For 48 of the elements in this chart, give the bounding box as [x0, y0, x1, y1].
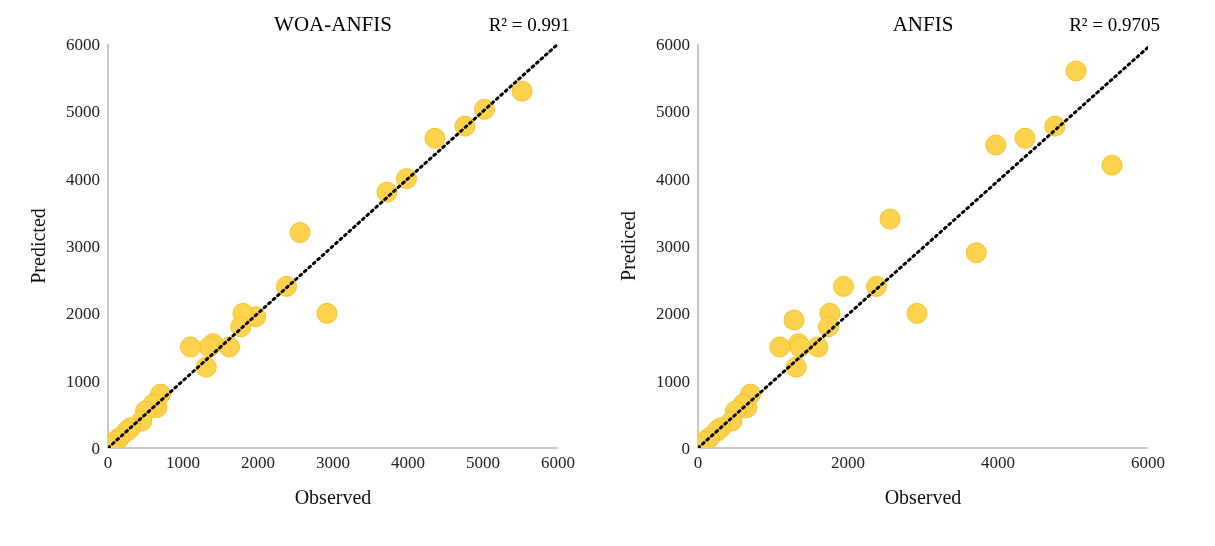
point [424, 127, 446, 149]
point [180, 336, 201, 358]
point [1065, 60, 1087, 82]
text: R² = 0.991 [488, 14, 570, 36]
y-axis-title: Prediced [617, 211, 640, 281]
x-tick-label: 5000 [466, 453, 500, 473]
y-tick-label: 3000 [66, 237, 100, 257]
y-tick-label: 1000 [66, 371, 100, 391]
x-tick-label: 6000 [1131, 453, 1165, 473]
y-tick-label: 5000 [656, 102, 690, 122]
point [783, 309, 805, 331]
x-tick-label: 2000 [241, 453, 275, 473]
point [906, 302, 928, 324]
point [511, 80, 533, 102]
y-tick-label: 6000 [66, 35, 100, 55]
point [1101, 154, 1123, 176]
point [965, 242, 987, 264]
point [289, 222, 311, 244]
y-tick-label: 2000 [656, 304, 690, 324]
chart-title: ANFIS [892, 12, 954, 36]
x-tick-label: 3000 [316, 453, 350, 473]
x-tick-label: 4000 [981, 453, 1015, 473]
x-tick-label: 1000 [166, 453, 200, 473]
point [1014, 127, 1036, 149]
y-axis-title: Predicted [27, 208, 50, 284]
y-tick-label: 6000 [656, 35, 690, 55]
y-tick-label: 1000 [656, 371, 690, 391]
point [769, 336, 791, 358]
chart-title: WOA-ANFIS [274, 12, 392, 36]
x-tick-label: 0 [693, 453, 703, 473]
y-tick-label: 3000 [656, 237, 690, 257]
y-tick-label: 0 [681, 439, 690, 459]
text: R² = 0.9705 [1069, 14, 1160, 36]
y-tick-label: 4000 [66, 169, 100, 189]
x-axis-title: Observed [294, 486, 372, 508]
point [985, 134, 1007, 156]
point [316, 302, 338, 324]
x-tick-label: 0 [103, 453, 113, 473]
y-tick-label: 4000 [656, 169, 690, 189]
y-tick-label: 2000 [66, 304, 100, 324]
x-axis-title: Observed [884, 486, 962, 508]
x-tick-label: 2000 [831, 453, 865, 473]
point [879, 208, 901, 230]
x-tick-label: 6000 [541, 453, 575, 473]
x-tick-label: 4000 [391, 453, 425, 473]
y-tick-label: 0 [91, 439, 100, 459]
y-tick-label: 5000 [66, 102, 100, 122]
point [833, 275, 854, 297]
